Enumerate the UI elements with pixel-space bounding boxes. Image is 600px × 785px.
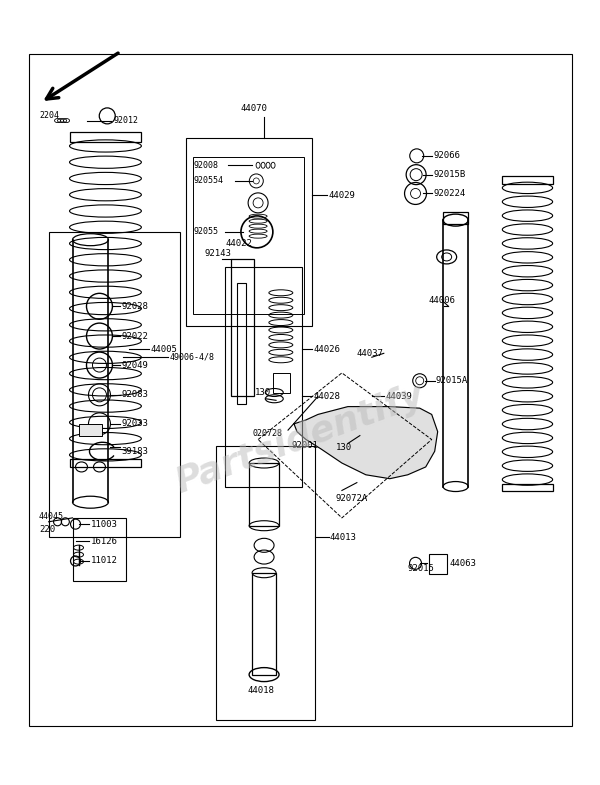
Bar [273, 373, 290, 392]
Text: Partsidentify: Partsidentify [171, 378, 429, 500]
Text: 11012: 11012 [91, 557, 118, 565]
Polygon shape [294, 407, 437, 479]
Bar [216, 446, 315, 720]
Bar [79, 424, 103, 436]
Text: 220: 220 [40, 525, 56, 534]
Text: 2204: 2204 [40, 111, 59, 120]
Bar [186, 138, 312, 326]
Bar [502, 176, 553, 184]
Text: 130: 130 [336, 443, 352, 452]
Text: 44026: 44026 [313, 345, 340, 354]
Bar [193, 158, 304, 314]
Text: 92083: 92083 [122, 390, 148, 400]
Bar [70, 459, 142, 467]
Text: 16126: 16126 [91, 537, 118, 546]
Bar [237, 283, 246, 404]
Bar [429, 554, 446, 574]
Text: 92143: 92143 [204, 249, 231, 257]
Text: 39183: 39183 [122, 447, 148, 456]
Text: 920224: 920224 [433, 189, 466, 198]
Text: 92012: 92012 [113, 116, 138, 125]
Text: 44028: 44028 [313, 392, 340, 401]
Bar [70, 132, 142, 142]
Bar [225, 267, 302, 487]
Text: 130: 130 [255, 388, 271, 397]
Bar [29, 54, 572, 725]
Bar [502, 484, 553, 491]
Bar [443, 212, 468, 224]
Text: 44039: 44039 [385, 392, 412, 401]
Text: 92055: 92055 [193, 228, 218, 236]
Text: 44029: 44029 [329, 191, 356, 199]
Text: 92066: 92066 [433, 152, 460, 160]
Text: 44022: 44022 [225, 239, 252, 248]
Bar [73, 518, 127, 581]
Text: 92015B: 92015B [433, 170, 466, 179]
Text: 92015: 92015 [408, 564, 434, 573]
Text: 920554: 920554 [193, 177, 223, 185]
Bar [252, 573, 276, 674]
Bar [231, 259, 254, 396]
Text: 020728: 020728 [252, 429, 282, 438]
Text: 44013: 44013 [330, 533, 357, 542]
Text: 92015A: 92015A [436, 376, 468, 385]
Bar [49, 232, 180, 538]
Text: 92049: 92049 [122, 360, 148, 370]
Text: 92033: 92033 [122, 419, 148, 429]
Text: 44037: 44037 [357, 349, 384, 358]
Text: 44006: 44006 [429, 296, 455, 305]
Text: 92028: 92028 [122, 301, 148, 311]
Text: 44005: 44005 [151, 345, 177, 354]
Text: 44070: 44070 [240, 104, 267, 113]
Text: 92008: 92008 [193, 161, 218, 170]
Text: 44063: 44063 [449, 559, 476, 568]
Text: 92001: 92001 [291, 441, 318, 451]
Text: 11003: 11003 [91, 520, 118, 528]
Text: 92022: 92022 [122, 331, 148, 341]
Text: 92072A: 92072A [336, 494, 368, 502]
Text: 49006-4/8: 49006-4/8 [170, 352, 215, 362]
Text: 44045: 44045 [38, 512, 64, 520]
Text: 44018: 44018 [247, 686, 274, 695]
Bar [249, 463, 279, 526]
